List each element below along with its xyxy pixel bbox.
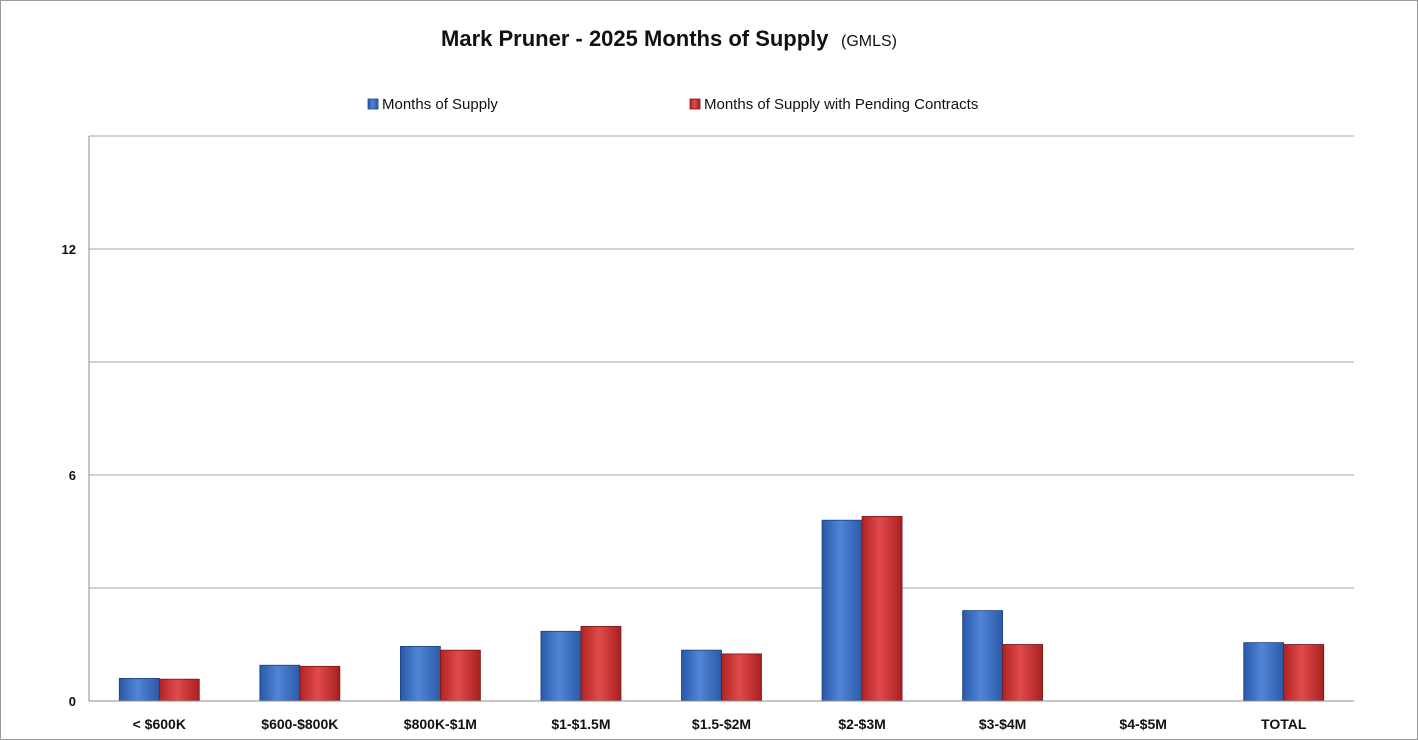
bar-months-of-supply-pending [721,653,762,702]
bar-months-of-supply [540,630,582,702]
x-tick-label: TOTAL [1261,716,1307,732]
chart-title-group: Mark Pruner - 2025 Months of Supply (GML… [441,26,897,51]
x-tick-label: $800K-$1M [404,716,477,732]
y-tick-label: 6 [69,468,76,483]
bar-months-of-supply-pending [1002,644,1044,702]
bar-months-of-supply-pending [1283,644,1325,702]
x-tick-label: $1.5-$2M [692,716,751,732]
x-tick-label: $2-$3M [838,716,885,732]
axes [88,136,1354,702]
y-tick-label: 12 [62,242,76,257]
legend-label-pending-contracts: Months of Supply with Pending Contracts [704,96,978,113]
gridlines [89,135,1354,589]
y-tick-label: 0 [69,694,76,709]
x-tick-label: $3-$4M [979,716,1026,732]
x-tick-label: < $600K [133,716,186,732]
bar-months-of-supply [399,645,441,702]
legend-swatch-blue [367,98,379,110]
bar-months-of-supply-pending [439,649,481,702]
bar-months-of-supply-pending [158,678,200,702]
x-tick-label: $600-$800K [261,716,338,732]
bar-months-of-supply [681,649,722,702]
x-tick-label: $4-$5M [1119,716,1166,732]
bar-months-of-supply [962,610,1004,702]
legend-label-months-of-supply: Months of Supply [382,96,498,113]
bars [118,516,1325,702]
y-tick-labels: 0 6 12 [62,242,76,709]
bar-months-of-supply [118,678,160,702]
legend-item-pending-contracts: Months of Supply with Pending Contracts [689,96,978,113]
x-tick-label: $1-$1.5M [551,716,610,732]
legend-swatch-red [689,98,701,110]
bar-months-of-supply-pending [299,665,341,702]
bar-months-of-supply-pending [861,516,903,702]
chart-title: Mark Pruner - 2025 Months of Supply [441,26,829,51]
bar-months-of-supply [1243,642,1285,702]
bar-months-of-supply [821,519,863,702]
legend: Months of Supply Months of Supply with P… [367,96,978,113]
bar-months-of-supply-pending [580,626,622,702]
chart-subtitle: (GMLS) [841,33,897,50]
bar-months-of-supply [259,664,301,702]
x-tick-labels: < $600K $600-$800K $800K-$1M $1-$1.5M $1.5-$… [133,716,1307,732]
legend-item-months-of-supply: Months of Supply [367,96,498,113]
